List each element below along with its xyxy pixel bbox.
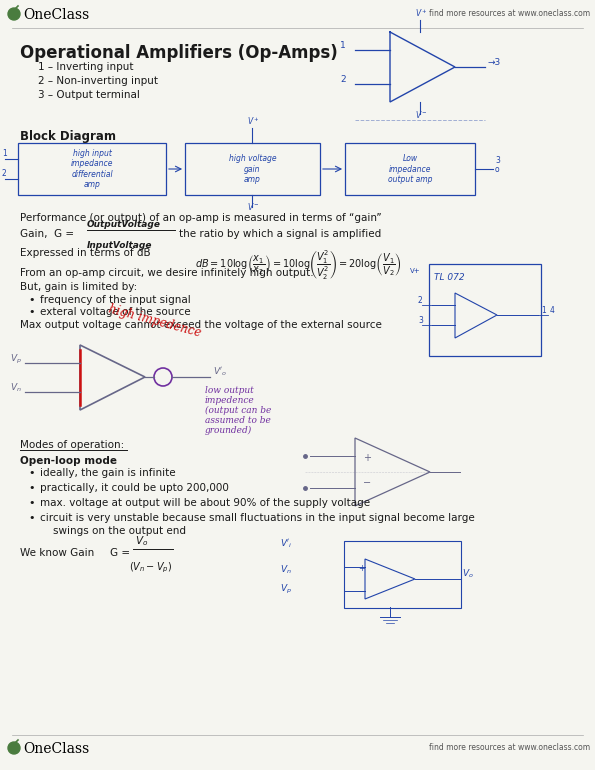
Text: $V'_i$: $V'_i$ <box>280 538 293 551</box>
Text: find more resources at www.oneclass.com: find more resources at www.oneclass.com <box>429 9 590 18</box>
Text: OutputVoltage: OutputVoltage <box>87 220 161 229</box>
FancyBboxPatch shape <box>429 264 541 356</box>
Text: TL 072: TL 072 <box>434 273 465 282</box>
Text: Max output voltage cannot exceed the voltage of the external source: Max output voltage cannot exceed the vol… <box>20 320 382 330</box>
Text: $dB = 10\log\!\left(\dfrac{x_1}{x_2}\right) = 10\log\!\left(\dfrac{V_1^2}{V_2^2}: $dB = 10\log\!\left(\dfrac{x_1}{x_2}\rig… <box>195 248 402 281</box>
Text: grounded): grounded) <box>205 426 252 435</box>
Text: o: o <box>495 165 500 174</box>
Text: 1: 1 <box>2 149 7 158</box>
Text: high input
impedance
differential
amp: high input impedance differential amp <box>71 149 113 189</box>
Text: We know Gain: We know Gain <box>20 548 94 558</box>
Text: swings on the output end: swings on the output end <box>40 526 186 536</box>
Text: Expressed in terms of dB: Expressed in terms of dB <box>20 248 151 258</box>
Text: V+: V+ <box>410 268 421 274</box>
Text: +: + <box>363 453 371 463</box>
Text: Block Diagram: Block Diagram <box>20 130 116 143</box>
Text: 2: 2 <box>2 169 7 178</box>
Text: OneClass: OneClass <box>23 742 89 756</box>
Text: (output can be: (output can be <box>205 406 271 415</box>
Text: 1 – Inverting input: 1 – Inverting input <box>38 62 133 72</box>
Text: OneClass: OneClass <box>23 8 89 22</box>
Circle shape <box>8 8 20 20</box>
Text: −: − <box>363 478 371 488</box>
Text: 1: 1 <box>541 306 546 315</box>
Text: $V_p$: $V_p$ <box>280 584 292 597</box>
FancyBboxPatch shape <box>344 541 461 608</box>
Text: •: • <box>28 295 35 305</box>
Text: $V_n$: $V_n$ <box>280 563 292 575</box>
Text: Modes of operation:: Modes of operation: <box>20 440 124 450</box>
Text: But, gain is limited by:: But, gain is limited by: <box>20 282 137 292</box>
Circle shape <box>8 742 20 754</box>
Text: Open-loop mode: Open-loop mode <box>20 456 117 466</box>
Text: $V_p$: $V_p$ <box>10 353 22 366</box>
Text: 3 – Output terminal: 3 – Output terminal <box>38 90 140 100</box>
Text: $(V_n - V_p)$: $(V_n - V_p)$ <box>129 561 173 575</box>
Text: →3: →3 <box>488 58 501 67</box>
Text: 4: 4 <box>550 306 555 315</box>
Text: •: • <box>28 307 35 317</box>
Text: Low
impedance
output amp: Low impedance output amp <box>388 154 432 184</box>
Text: impedence: impedence <box>205 396 255 405</box>
Text: circuit is very unstable because small fluctuations in the input signal become l: circuit is very unstable because small f… <box>40 513 475 523</box>
Text: 1: 1 <box>340 41 346 50</box>
Text: $V^+$: $V^+$ <box>415 7 428 19</box>
Text: 2 – Non-inverting input: 2 – Non-inverting input <box>38 76 158 86</box>
Text: high voltage
gain
amp: high voltage gain amp <box>228 154 276 184</box>
Text: assumed to be: assumed to be <box>205 416 271 425</box>
Text: •: • <box>28 498 35 508</box>
Text: 3: 3 <box>495 156 500 165</box>
Text: −: − <box>358 587 365 596</box>
Text: Gain,  G =: Gain, G = <box>20 229 77 239</box>
Text: $V^+$: $V^+$ <box>247 116 260 127</box>
Text: low output: low output <box>205 386 253 395</box>
Text: •: • <box>28 483 35 493</box>
Text: frequency of the input signal: frequency of the input signal <box>40 295 191 305</box>
Text: 2: 2 <box>418 296 423 305</box>
Text: +: + <box>358 564 365 573</box>
Text: 3: 3 <box>418 316 423 325</box>
Text: $V_o$: $V_o$ <box>462 568 474 581</box>
Text: ideally, the gain is infinite: ideally, the gain is infinite <box>40 468 176 478</box>
Text: $V'_o$: $V'_o$ <box>213 366 227 379</box>
Text: InputVoltage: InputVoltage <box>87 241 152 250</box>
Text: 2: 2 <box>340 75 346 84</box>
Text: Performance (or output) of an op-amp is measured in terms of “gain”: Performance (or output) of an op-amp is … <box>20 213 381 223</box>
Text: G =: G = <box>110 548 130 558</box>
Text: From an op-amp circuit, we desire infinitely high output.: From an op-amp circuit, we desire infini… <box>20 268 314 278</box>
Text: •: • <box>28 468 35 478</box>
Text: •: • <box>28 513 35 523</box>
Text: $V^-$: $V^-$ <box>415 109 428 120</box>
Text: practically, it could be upto 200,000: practically, it could be upto 200,000 <box>40 483 229 493</box>
Text: $V_n$: $V_n$ <box>10 381 22 393</box>
Text: find more resources at www.oneclass.com: find more resources at www.oneclass.com <box>429 744 590 752</box>
Text: the ratio by which a signal is amplified: the ratio by which a signal is amplified <box>179 229 381 239</box>
Text: max. voltage at output will be about 90% of the supply voltage: max. voltage at output will be about 90%… <box>40 498 370 508</box>
Text: high impedence: high impedence <box>107 303 203 340</box>
Text: $V^-$: $V^-$ <box>247 201 260 212</box>
Text: $V_o$: $V_o$ <box>135 534 148 548</box>
Text: exteral voltage of the source: exteral voltage of the source <box>40 307 190 317</box>
Text: Operational Amplifiers (Op-Amps): Operational Amplifiers (Op-Amps) <box>20 44 338 62</box>
